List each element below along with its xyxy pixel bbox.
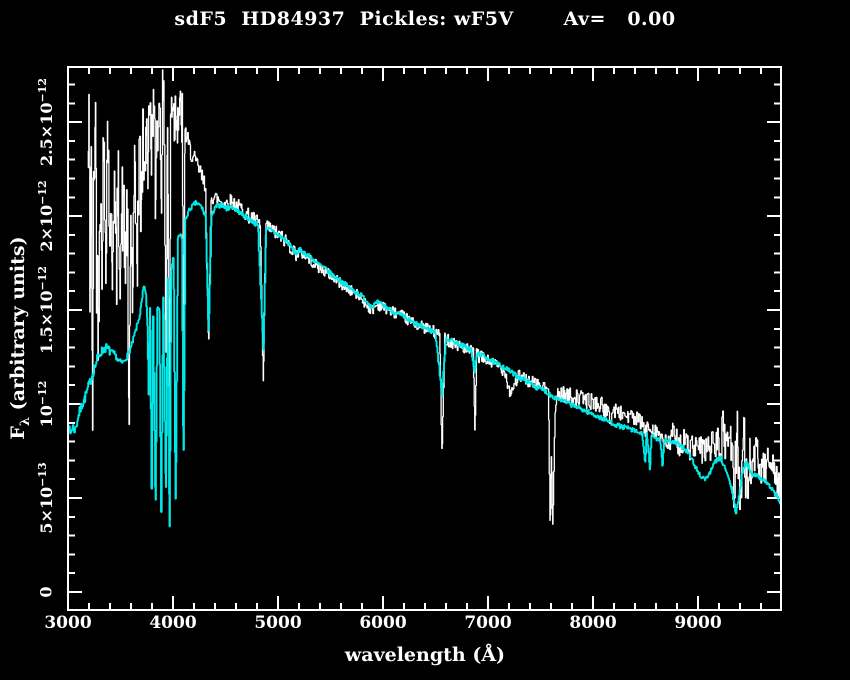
- x-tick-label: 8000: [569, 613, 617, 633]
- y-axis-label: Fλ (arbitrary units): [7, 236, 33, 439]
- y-tick-label: 2×10−12: [35, 180, 57, 252]
- y-tick-label: 1.5×10−12: [35, 265, 57, 355]
- x-tick-label: 7000: [464, 613, 512, 633]
- x-tick-label: 6000: [359, 613, 407, 633]
- axes-frame: [67, 66, 782, 611]
- y-axis-label-subscript: λ: [17, 416, 33, 427]
- x-axis-label: wavelength (Å): [344, 644, 506, 666]
- y-axis-label-units: (arbitrary units): [7, 236, 30, 417]
- x-tick-label: 3000: [44, 613, 92, 633]
- y-tick-label: 10−12: [35, 380, 57, 428]
- x-tick-label: 4000: [149, 613, 197, 633]
- plot-title: sdF5 HD84937 Pickles: wF5V Av= 0.00: [174, 8, 676, 30]
- template-spectrum-line: [69, 199, 780, 528]
- x-tick-label: 9000: [674, 613, 722, 633]
- x-tick-label: 5000: [254, 613, 302, 633]
- observed-spectrum-line: [87, 69, 780, 525]
- y-tick-label: 0: [36, 586, 56, 598]
- y-tick-label: 2.5×10−12: [35, 78, 57, 167]
- y-tick-label: 5×10−13: [35, 462, 57, 534]
- y-axis-label-symbol: F: [7, 426, 30, 440]
